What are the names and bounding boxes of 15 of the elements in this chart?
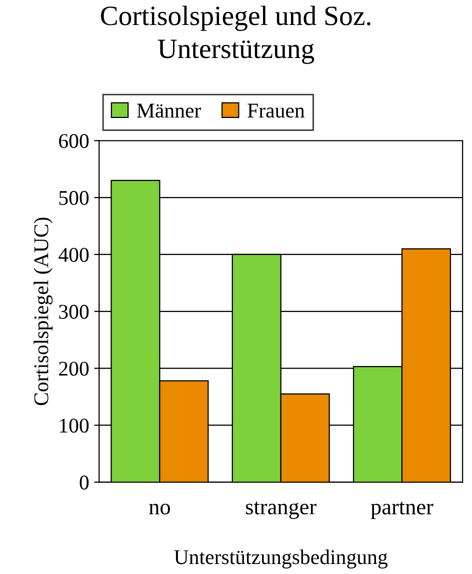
x-tick-label: stranger [246,502,316,519]
y-tick-label: 500 [59,190,89,205]
chart-title: Cortisolspiegel und Soz. Unterstützung [100,6,370,64]
legend-label: Frauen [248,104,305,118]
y-tick-label: 200 [59,362,89,376]
legend-label: Männer [137,104,202,118]
y-tick-label: 600 [59,134,89,148]
x-axis-title: Unterstützungsbedingung [174,550,388,568]
y-tick-label: 0 [80,476,89,490]
x-tick-label: partner [370,502,434,519]
y-tick-label: 300 [59,304,89,319]
x-tick-label: no [149,504,170,514]
y-axis-title: Cortisolspiegel (AUC) [34,218,53,406]
y-tick-label: 100 [60,418,89,433]
y-tick-label: 400 [58,248,89,262]
